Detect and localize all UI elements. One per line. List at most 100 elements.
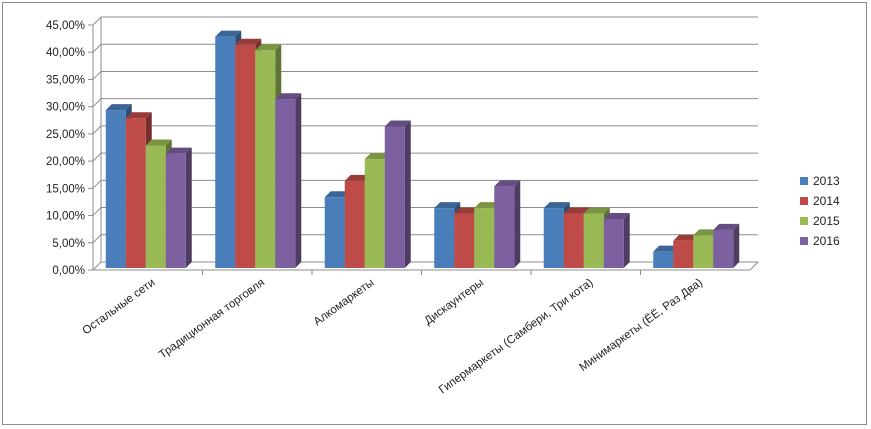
bar-side <box>514 180 521 268</box>
legend-swatch <box>800 217 808 225</box>
bar-side <box>623 213 630 268</box>
bar-top <box>583 207 610 214</box>
gridline-depth <box>92 43 102 53</box>
y-tick-label: 10,00% <box>46 211 85 223</box>
bar-2016 <box>165 147 192 268</box>
bar-front <box>673 240 694 268</box>
legend-label: 2015 <box>813 214 840 228</box>
bar-front <box>215 36 236 268</box>
bar-top <box>543 202 570 209</box>
bar-front <box>145 145 166 268</box>
x-category-label: Традиционная торговля <box>157 277 267 362</box>
legend: 2013 2014 2015 2016 <box>800 174 840 248</box>
bar-front <box>454 213 475 268</box>
bar-front <box>384 126 405 268</box>
y-tick-label: 30,00% <box>46 102 85 114</box>
bar-2016 <box>494 180 521 268</box>
bar-front <box>324 197 345 268</box>
bar-top <box>494 180 521 187</box>
bar-front <box>275 99 296 268</box>
gridline-depth <box>92 234 102 244</box>
bar-2016 <box>275 93 302 268</box>
gridline-depth <box>92 179 102 189</box>
bar-top <box>474 202 501 209</box>
bar-2016 <box>603 213 630 268</box>
bar-side <box>295 93 302 268</box>
x-category-label: Минимаркеты (ЁЁ, Раз Два) <box>577 277 705 374</box>
bar-front <box>653 251 674 268</box>
bar-side <box>185 147 192 268</box>
bar-top <box>713 223 740 230</box>
bar-top <box>364 153 391 160</box>
gridline-depth <box>92 71 102 80</box>
bar-top <box>563 207 590 214</box>
legend-swatch <box>800 197 808 205</box>
bar-top <box>673 234 700 241</box>
bar-2016 <box>713 223 740 268</box>
legend-label: 2016 <box>813 234 840 248</box>
bar-front <box>105 110 126 268</box>
bar-top <box>145 139 172 146</box>
bar-top <box>454 207 481 214</box>
gridline-depth <box>92 152 102 162</box>
gridline-depth <box>92 16 102 26</box>
bar-top <box>255 44 282 51</box>
bar-top <box>275 93 302 100</box>
y-tick-label: 25,00% <box>46 129 85 141</box>
axes <box>88 17 759 275</box>
gridline-depth <box>92 98 102 108</box>
bars <box>105 30 740 269</box>
x-category-label: Дискаунтеры <box>422 277 486 328</box>
bar-front <box>235 44 256 269</box>
legend-item: 2016 <box>800 234 840 248</box>
bar-top <box>344 174 371 181</box>
y-tick-label: 15,00% <box>46 183 85 195</box>
bar-top <box>105 104 132 111</box>
legend-label: 2014 <box>813 194 840 208</box>
bar-top <box>434 202 461 209</box>
bar-top <box>653 245 680 252</box>
legend-item: 2014 <box>800 194 840 208</box>
bar-2016 <box>384 120 411 268</box>
bar-front <box>344 180 365 268</box>
bar-front <box>693 235 714 268</box>
bar-front <box>563 213 584 268</box>
bar-top <box>324 191 351 198</box>
bar-front <box>434 208 455 268</box>
floor-right-edge <box>749 261 759 271</box>
x-category-label: Остальные сети <box>80 277 157 338</box>
bar-top <box>235 38 262 45</box>
gridline-depth <box>92 261 102 271</box>
bar-side <box>404 120 411 268</box>
x-category-label: Алкомаркеты <box>312 277 377 329</box>
legend-swatch <box>800 237 808 245</box>
bar-top <box>165 147 192 154</box>
legend-swatch <box>800 177 808 185</box>
bar-front <box>364 159 385 268</box>
y-tick-label: 5,00% <box>52 238 85 250</box>
gridline-depth <box>92 207 102 216</box>
bar-top <box>603 213 630 219</box>
legend-item: 2013 <box>800 174 840 188</box>
bar-front <box>474 208 495 268</box>
gridline-depth <box>92 125 102 135</box>
bar-front <box>125 118 146 269</box>
bar-front <box>165 153 186 268</box>
bar-top <box>215 30 242 37</box>
bar-front <box>713 229 734 268</box>
bar-front <box>583 213 604 268</box>
legend-item: 2015 <box>800 214 840 228</box>
bar-front <box>494 186 515 268</box>
y-tick-label: 20,00% <box>46 156 85 168</box>
bar-front <box>543 208 564 268</box>
bar-side <box>733 223 740 268</box>
bar-top <box>693 229 720 236</box>
y-tick-label: 40,00% <box>46 47 85 59</box>
bar-front <box>255 50 276 268</box>
y-tick-label: 0,00% <box>52 265 85 277</box>
bar-front <box>603 219 624 268</box>
legend-label: 2013 <box>813 174 840 188</box>
gridlines <box>92 16 758 271</box>
y-tick-label: 35,00% <box>46 74 85 86</box>
